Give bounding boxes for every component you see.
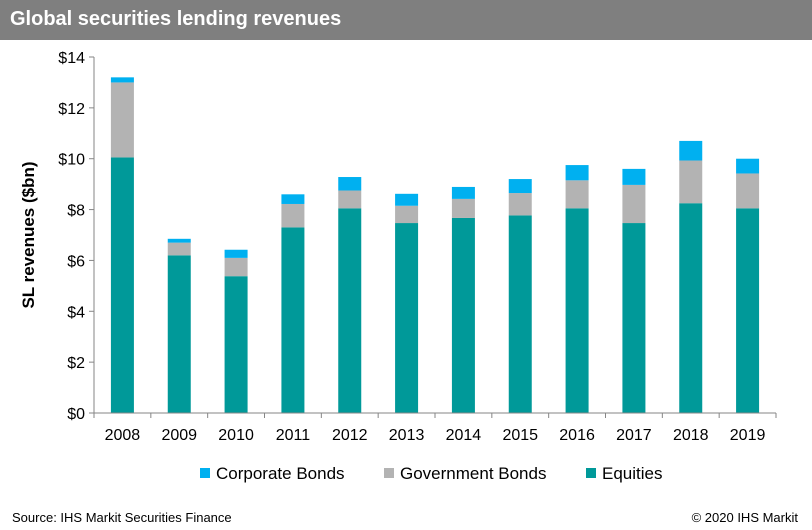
bars [110, 77, 760, 413]
bar-government-bonds-2016 [565, 180, 589, 209]
bar-government-bonds-2012 [338, 190, 362, 209]
bar-government-bonds-2008 [110, 82, 134, 158]
bar-government-bonds-2019 [736, 173, 760, 209]
x-tick-label: 2010 [218, 427, 254, 444]
bar-equities-2011 [281, 227, 305, 413]
bar-government-bonds-2009 [167, 242, 191, 256]
y-tick-label: $8 [67, 203, 85, 220]
y-tick-label: $14 [58, 50, 85, 67]
x-tick-label: 2012 [332, 427, 368, 444]
bar-equities-2018 [679, 203, 703, 413]
x-tick-label: 2015 [502, 427, 538, 444]
x-tick-label: 2016 [559, 427, 595, 444]
stacked-bar-chart: $0 $2 $4 $6 $8 $10 $12 $14 2008 2009 2010 2011 2012… [19, 50, 777, 444]
bar-government-bonds-2010 [224, 257, 248, 277]
x-tick-label: 2014 [446, 427, 482, 444]
legend-item-corporate-bonds: Corporate Bonds [200, 464, 345, 486]
bar-corporate-bonds-2016 [565, 165, 589, 181]
legend-swatch-equities [586, 468, 596, 478]
bar-equities-2010 [224, 276, 248, 413]
bar-corporate-bonds-2013 [395, 193, 419, 206]
x-axis: 2008 2009 2010 2011 2012 2013 2014 2015 2016 2017… [93, 412, 777, 444]
source-note: Source: IHS Markit Securities Finance [12, 510, 232, 525]
bar-corporate-bonds-2018 [679, 140, 703, 161]
legend-label-government-bonds: Government Bonds [400, 464, 547, 483]
bar-corporate-bonds-2008 [110, 77, 134, 83]
bar-equities-2013 [395, 223, 419, 413]
y-axis: $0 $2 $4 $6 $8 $10 $12 $14 [58, 50, 95, 423]
y-tick-label: $12 [58, 101, 85, 118]
y-tick-label: $6 [67, 253, 85, 270]
bar-equities-2014 [451, 217, 475, 413]
legend-swatch-government-bonds [384, 468, 394, 478]
bar-government-bonds-2013 [395, 205, 419, 224]
bar-government-bonds-2011 [281, 203, 305, 228]
bar-corporate-bonds-2009 [167, 238, 191, 243]
bar-equities-2008 [110, 157, 134, 413]
bar-equities-2012 [338, 208, 362, 413]
legend: Corporate Bonds Government Bonds Equitie… [0, 464, 812, 486]
copyright-note: © 2020 IHS Markit [691, 510, 798, 525]
bar-equities-2015 [508, 215, 532, 413]
bar-equities-2009 [167, 255, 191, 413]
x-tick-label: 2013 [389, 427, 425, 444]
title-bar: Global securities lending revenues [0, 0, 812, 40]
bar-corporate-bonds-2012 [338, 177, 362, 191]
bar-corporate-bonds-2019 [736, 158, 760, 174]
bar-corporate-bonds-2010 [224, 249, 248, 258]
x-tick-label: 2019 [730, 427, 766, 444]
x-tick-label: 2008 [105, 427, 141, 444]
bar-government-bonds-2018 [679, 160, 703, 204]
bar-corporate-bonds-2011 [281, 194, 305, 204]
bar-government-bonds-2015 [508, 193, 532, 216]
legend-item-equities: Equities [586, 464, 662, 486]
y-tick-label: $10 [58, 152, 85, 169]
y-tick-label: $4 [67, 304, 85, 321]
bar-equities-2016 [565, 208, 589, 413]
y-tick-label: $0 [67, 406, 85, 423]
chart-title: Global securities lending revenues [10, 8, 342, 30]
x-tick-label: 2017 [616, 427, 652, 444]
bar-government-bonds-2017 [622, 184, 646, 224]
bar-government-bonds-2014 [451, 198, 475, 218]
bar-corporate-bonds-2015 [508, 179, 532, 194]
bar-corporate-bonds-2017 [622, 168, 646, 185]
x-tick-label: 2009 [161, 427, 197, 444]
bar-corporate-bonds-2014 [451, 186, 475, 199]
legend-label-equities: Equities [602, 464, 663, 483]
x-tick-label: 2018 [673, 427, 709, 444]
bar-equities-2017 [622, 223, 646, 413]
footer: Source: IHS Markit Securities Finance © … [0, 510, 812, 528]
legend-swatch-corporate-bonds [200, 468, 210, 478]
legend-label-corporate-bonds: Corporate Bonds [216, 464, 345, 483]
y-tick-label: $2 [67, 355, 85, 372]
legend-item-government-bonds: Government Bonds [384, 464, 546, 486]
bar-equities-2019 [736, 208, 760, 413]
y-axis-label: SL revenues ($bn) [19, 161, 38, 308]
x-tick-label: 2011 [276, 427, 311, 444]
